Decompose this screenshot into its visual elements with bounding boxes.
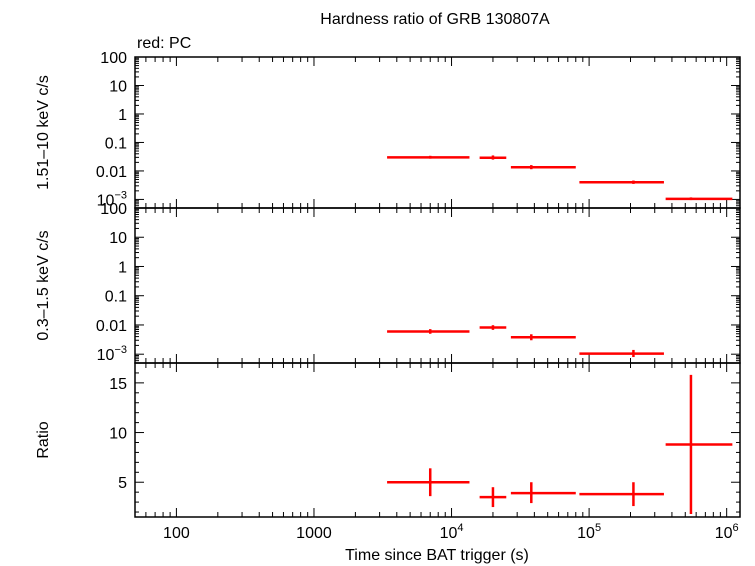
panel-frame-hard: [134, 56, 741, 209]
y-tick-label: 10: [109, 426, 127, 443]
y-tick-label: 0.01: [96, 318, 127, 335]
panels-group: 100 10 1 0.1 0.01 10−3 1.51–10 keV c/s 100 10 1 0.…: [35, 50, 741, 542]
chart-subtitle: red: PC: [137, 35, 191, 52]
panel-frame-soft: [134, 207, 741, 364]
y-tick-label: 10: [109, 78, 127, 95]
panel-frame-ratio: [134, 362, 741, 518]
x-tick-label: 106: [715, 522, 739, 542]
x-tick-label: 100: [163, 525, 190, 542]
y-tick-label: 10: [109, 230, 127, 247]
x-tick-label: 1000: [296, 525, 332, 542]
y-tick-label: 0.01: [96, 164, 127, 181]
y-tick-label: 0.1: [105, 135, 127, 152]
y-tick-label: 15: [109, 376, 127, 393]
y-axis-label-ratio: Ratio: [35, 421, 52, 458]
y-tick-label: 10−3: [97, 344, 127, 364]
panel-soft: 100 10 1 0.1 0.01 10−3 0.3–1.5 keV c/s: [35, 201, 741, 364]
y-tick-label: 1: [118, 259, 127, 276]
x-tick-label: 104: [440, 522, 464, 542]
y-axis-label-hard: 1.51–10 keV c/s: [35, 75, 52, 190]
panel-ratio: 5 10 15 Ratio: [35, 362, 741, 518]
y-tick-label: 1: [118, 107, 127, 124]
y-tick-label: 100: [100, 50, 127, 67]
y-tick-label: 100: [100, 201, 127, 218]
panel-hard: 100 10 1 0.1 0.01 10−3 1.51–10 keV c/s: [35, 50, 741, 209]
chart-title: Hardness ratio of GRB 130807A: [320, 11, 550, 28]
y-tick-label: 5: [118, 475, 127, 492]
x-axis-label: Time since BAT trigger (s): [345, 547, 529, 564]
y-axis-label-soft: 0.3–1.5 keV c/s: [35, 230, 52, 340]
y-tick-label: 10−3: [97, 189, 127, 209]
y-tick-label: 0.1: [105, 289, 127, 306]
x-tick-label: 105: [577, 522, 601, 542]
